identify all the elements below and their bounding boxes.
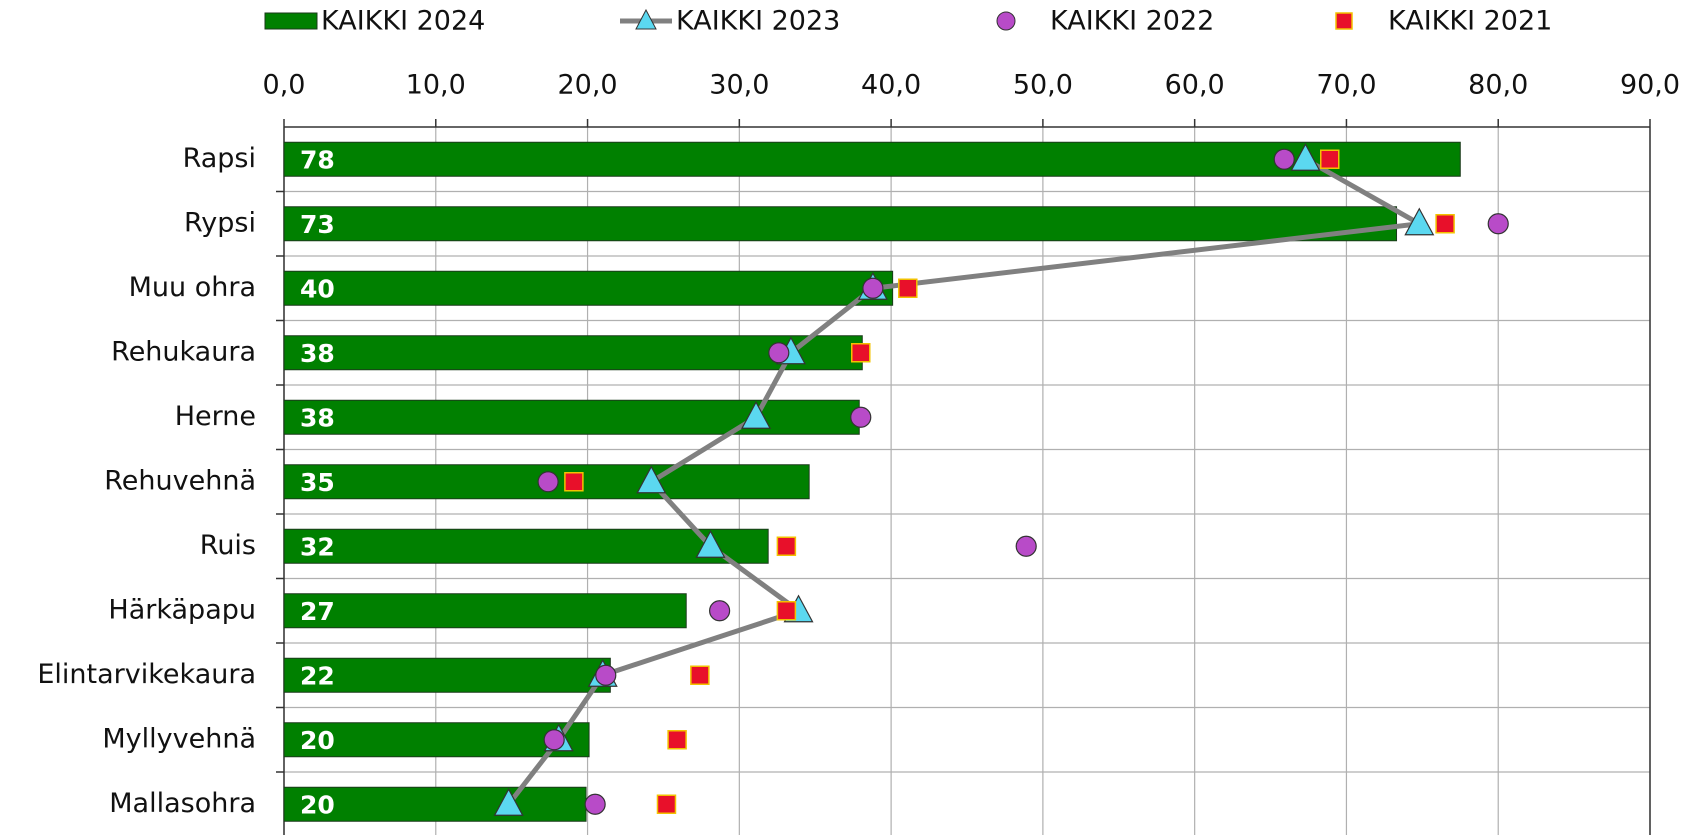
legend-item: KAIKKI 2023	[620, 6, 840, 37]
y-tick-label: Muu ohra	[129, 272, 256, 303]
bar	[283, 722, 590, 758]
marker	[537, 471, 559, 493]
y-tick-label: Mallasohra	[109, 788, 256, 819]
marker	[656, 794, 677, 814]
x-tick-label: 40,0	[861, 70, 921, 101]
y-tick-label: Ruis	[200, 530, 256, 561]
legend-label: KAIKKI 2022	[1050, 6, 1214, 37]
marker	[564, 472, 584, 492]
x-tick-label: 20,0	[557, 70, 617, 101]
legend-item: KAIKKI 2022	[996, 6, 1214, 37]
bar	[283, 270, 894, 306]
y-tick-label: Elintarvikekaura	[37, 659, 256, 690]
value-label: 40	[300, 274, 335, 303]
marker	[768, 342, 790, 364]
value-label: 35	[300, 468, 335, 497]
marker	[1319, 149, 1340, 169]
legend-item: KAIKKI 2021	[1335, 6, 1552, 37]
marker	[1015, 535, 1037, 557]
marker	[1290, 142, 1321, 171]
bar	[283, 206, 1398, 242]
bar	[283, 141, 1461, 177]
bar	[283, 335, 863, 371]
marker	[776, 601, 797, 621]
marker	[1273, 148, 1295, 170]
legend-item: KAIKKI 2024	[264, 6, 485, 37]
y-tick-label: Rehukaura	[111, 336, 256, 367]
x-tick-label: 30,0	[709, 70, 769, 101]
x-tick-label: 60,0	[1165, 70, 1225, 101]
legend-marker	[996, 11, 1016, 31]
y-tick-label: Rapsi	[183, 143, 256, 174]
legend-label: KAIKKI 2024	[321, 6, 485, 37]
y-tick-label: Rypsi	[184, 207, 256, 238]
y-tick-label: Rehuvehnä	[104, 465, 256, 496]
legend-marker	[1335, 12, 1353, 30]
marker	[1435, 214, 1455, 234]
marker	[595, 664, 617, 686]
value-label: 38	[300, 403, 335, 432]
y-tick-label: Myllyvehnä	[102, 723, 256, 754]
bar	[283, 528, 769, 564]
value-label: 20	[300, 790, 335, 819]
marker	[493, 787, 524, 816]
bar	[283, 657, 611, 693]
legend-swatch	[264, 12, 318, 30]
value-label: 20	[300, 726, 335, 755]
x-tick-label: 50,0	[1013, 70, 1073, 101]
legend-label: KAIKKI 2023	[676, 6, 840, 37]
marker	[776, 536, 797, 556]
value-label: 32	[300, 532, 335, 561]
x-tick-label: 80,0	[1468, 70, 1528, 101]
marker	[851, 343, 871, 363]
legend-marker	[635, 8, 657, 30]
marker	[862, 277, 884, 299]
value-label: 38	[300, 339, 335, 368]
marker	[543, 729, 565, 751]
marker	[667, 730, 687, 750]
bar	[283, 399, 860, 435]
x-tick-label: 10,0	[406, 70, 466, 101]
x-tick-label: 0,0	[263, 70, 306, 101]
marker	[690, 665, 710, 685]
marker	[709, 600, 731, 622]
value-label: 73	[300, 210, 335, 239]
bar	[283, 593, 687, 629]
marker	[741, 400, 772, 429]
value-label: 27	[300, 597, 335, 626]
y-tick-label: Herne	[175, 401, 256, 432]
marker	[1404, 207, 1435, 236]
value-label: 22	[300, 661, 335, 690]
legend-label: KAIKKI 2021	[1388, 6, 1552, 37]
marker	[695, 529, 726, 558]
marker	[898, 278, 918, 298]
y-tick-label: Härkäpapu	[108, 594, 256, 625]
marker	[1487, 213, 1509, 235]
marker	[636, 465, 667, 494]
marker	[584, 793, 606, 815]
value-label: 78	[300, 145, 335, 174]
x-tick-label: 70,0	[1316, 70, 1376, 101]
marker	[850, 406, 872, 428]
x-tick-label: 90,0	[1620, 70, 1680, 101]
